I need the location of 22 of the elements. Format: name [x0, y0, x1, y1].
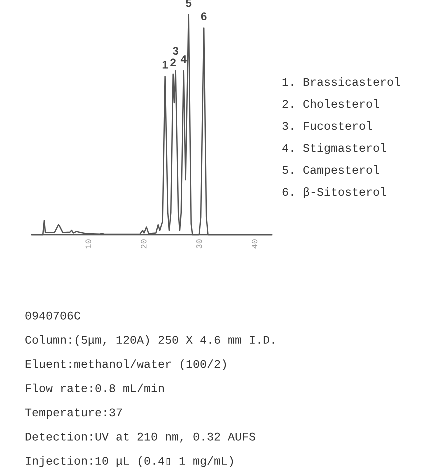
annotation: 4 [180, 56, 187, 64]
text: 1. Brassicasterol [282, 78, 400, 86]
x-tick-label: 10 [86, 240, 92, 249]
annotation: 1 [162, 61, 168, 69]
x-tick-label: 40 [252, 240, 258, 249]
text: Column:(5μm, 120A) 250 X 4.6 mm I.D. [26, 335, 274, 346]
annotation: 6 [201, 12, 207, 20]
text: Temperature:37 [25, 408, 122, 419]
text: Injection:10 μL (0.4▯ 1 mg/mL) [26, 456, 234, 468]
text: 0940706C [26, 312, 81, 320]
annotation: 3 [173, 47, 179, 56]
text: Eluent:methanol/water (100/2) [26, 360, 226, 371]
annotation: 2 [170, 58, 176, 67]
text: 4. Stigmasterol [282, 144, 386, 154]
text: 3. Fucosterol [282, 122, 372, 130]
text: 5. Campesterol [282, 166, 380, 176]
text: Flow rate:0.8 mL/min [26, 384, 164, 392]
x-tick-label: 30 [196, 240, 202, 249]
text: 2. Cholesterol [282, 100, 380, 108]
text: Detection:UV at 210 nm, 0.32 AUFS [26, 432, 256, 443]
x-tick-label: 20 [141, 240, 147, 249]
text: 6. β-Sitosterol [282, 188, 386, 198]
